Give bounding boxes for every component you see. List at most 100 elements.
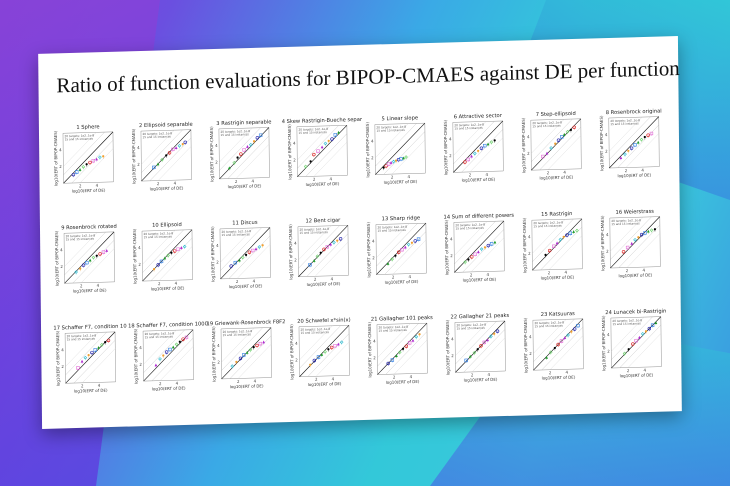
offset-line: [453, 121, 495, 165]
y-tick-label: 4: [371, 139, 374, 144]
y-tick-label: 2: [138, 262, 141, 267]
offset-line: [158, 146, 192, 181]
offset-line: [227, 135, 270, 179]
scatter-panel: 24 Lunacek bi-Rastrigin 20 targets: 1e2..…: [597, 306, 670, 396]
offset-line: [549, 335, 584, 370]
y-axis-label: log10(ERT of BIPOP-CMAES): [54, 230, 60, 286]
x-tick-label: 2: [391, 175, 394, 180]
offset-line: [220, 227, 262, 271]
x-tick-label: 2: [471, 372, 474, 377]
data-point: [382, 166, 385, 169]
offset-line: [611, 316, 645, 352]
offset-line: [65, 332, 107, 376]
y-tick-label: 4: [137, 145, 140, 150]
x-tick-label: 4: [96, 183, 99, 188]
scatter-panel: 20 Schwefel x*sin(x) 20 targets: 1e2..1e-…: [285, 315, 358, 405]
x-tick-label: 4: [176, 381, 179, 386]
legend-text: 15 and 15 instances: [222, 232, 251, 237]
legend-text: 15 and 15 instances: [298, 130, 327, 135]
panel-title: 13 Sharp ridge: [382, 215, 420, 222]
scatter-panel: 9 Rosenbrock rotated 20 targets: 1e2..1e-…: [50, 222, 123, 312]
y-tick-label: 2: [294, 257, 297, 262]
legend-text: 20 targets: 1e2..1e-8: [145, 331, 175, 336]
y-tick-label: 4: [61, 347, 64, 352]
offset-line: [610, 216, 652, 260]
scatter-plot: 22 Gallagher 21 peaks 20 targets: 1e2..1e…: [445, 313, 510, 383]
offset-line: [64, 231, 106, 276]
y-axis-label: log10(ERT of BIPOP-CMAES): [288, 224, 294, 280]
x-tick-label: 2: [315, 377, 318, 382]
scatter-plot: 7 Step-ellipsoid 20 targets: 1e2..1e-815 …: [521, 111, 582, 180]
legend-text: 20 targets: 1e2..1e-8: [532, 120, 562, 125]
legend-text: 15 and 15 instances: [612, 321, 641, 326]
x-tick-label: 4: [642, 268, 645, 273]
offset-line: [540, 227, 583, 271]
scatter-panel: 11 Discus 20 targets: 1e2..1e-8 15 and 15 …: [206, 217, 279, 307]
y-tick-label: 2: [60, 264, 63, 269]
y-axis-label: log10(ERT of BIPOP-CMAES): [133, 328, 139, 384]
legend-text: 20 targets: 1e2..1e-8: [144, 231, 174, 236]
diagonal-line: [142, 229, 193, 282]
x-tick-label: 4: [98, 383, 101, 388]
scatter-panel: 14 Sum of different powers 20 targets: 1e…: [440, 211, 515, 301]
offset-line: [609, 116, 643, 152]
y-tick-label: 2: [295, 357, 298, 362]
offset-line: [141, 130, 175, 165]
x-axis-label: log10(ERT of DE): [72, 188, 106, 194]
offset-line: [531, 118, 573, 162]
legend-text: 20 targets: 1e2..1e-8: [142, 131, 172, 136]
legend-text: 20 targets: 1e2..1e-8: [376, 125, 406, 130]
x-tick-label: 4: [174, 181, 177, 186]
y-axis-label: log10(ERT of BIPOP-CMAES): [600, 215, 606, 271]
x-tick-label: 4: [407, 174, 410, 179]
scatter-panel: 19 Griewank-Rosenbrock F8F2 20 targets: 1…: [206, 317, 285, 407]
panel-title: 4 Skew Rastrigin-Bueche separ: [282, 117, 363, 125]
x-tick-label: 4: [641, 168, 644, 173]
figure-sheet: Ratio of function evaluations for BIPOP-…: [38, 36, 682, 429]
x-tick-label: 4: [175, 281, 178, 286]
data-point: [418, 333, 421, 336]
legend-text: 15 and 15 instances: [611, 221, 640, 226]
offset-line: [376, 223, 418, 267]
y-tick-label: 2: [371, 155, 374, 160]
y-axis-label: log10(ERT of BIPOP-CMAES): [521, 117, 527, 173]
y-axis-label: log10(ERT of BIPOP-CMAES): [445, 319, 451, 375]
y-axis-label: log10(ERT of BIPOP-CMAES): [131, 128, 137, 184]
data-point: [493, 139, 496, 142]
x-tick-label: 2: [393, 375, 396, 380]
offset-line: [151, 337, 194, 381]
y-axis-label: log10(ERT of BIPOP-CMAES): [132, 228, 138, 284]
legend-text: 20 targets: 1e2..1e-8: [456, 323, 486, 328]
x-tick-label: 4: [329, 176, 332, 181]
offset-line: [149, 137, 192, 181]
panel-title: 23 Katsuuras: [541, 311, 575, 318]
y-axis-label: log10(ERT of BIPOP-CMAES): [211, 326, 217, 382]
x-tick-label: 2: [469, 172, 472, 177]
x-axis-label: log10(ERT of DE): [541, 275, 575, 281]
offset-line: [236, 144, 270, 179]
offset-line: [539, 127, 581, 171]
x-axis-label: log10(ERT of DE): [542, 375, 576, 381]
diagonal-line: [376, 222, 427, 275]
offset-line: [64, 232, 98, 267]
scatter-panel: 1 Sphere 20 targets: 1e2..1e-8 15 and 15 i…: [49, 122, 122, 212]
scatter-plot: 23 Katsuuras 20 targets: 1e2..1e-815 and …: [523, 311, 584, 381]
offset-line: [611, 316, 653, 360]
x-tick-label: 4: [254, 378, 257, 383]
x-axis-label: log10(ERT of DE): [229, 283, 263, 289]
legend-text: 15 and 15 instances: [65, 137, 94, 142]
offset-line: [63, 131, 105, 176]
y-tick-label: 2: [137, 162, 140, 167]
data-point: [152, 267, 156, 271]
scatter-panel: 18 Schaffer F7, condition 1000 20 targets…: [128, 319, 208, 409]
offset-line: [618, 224, 660, 268]
panel-title: 10 Ellipsoid: [152, 222, 182, 229]
y-axis-label: log10(ERT of BIPOP-CMAES): [599, 115, 605, 171]
x-tick-label: 4: [408, 274, 411, 279]
offset-line: [221, 327, 263, 371]
x-tick-label: 2: [159, 381, 162, 386]
x-tick-label: 2: [81, 383, 84, 388]
offset-line: [453, 121, 487, 156]
y-tick-label: 2: [450, 253, 453, 258]
